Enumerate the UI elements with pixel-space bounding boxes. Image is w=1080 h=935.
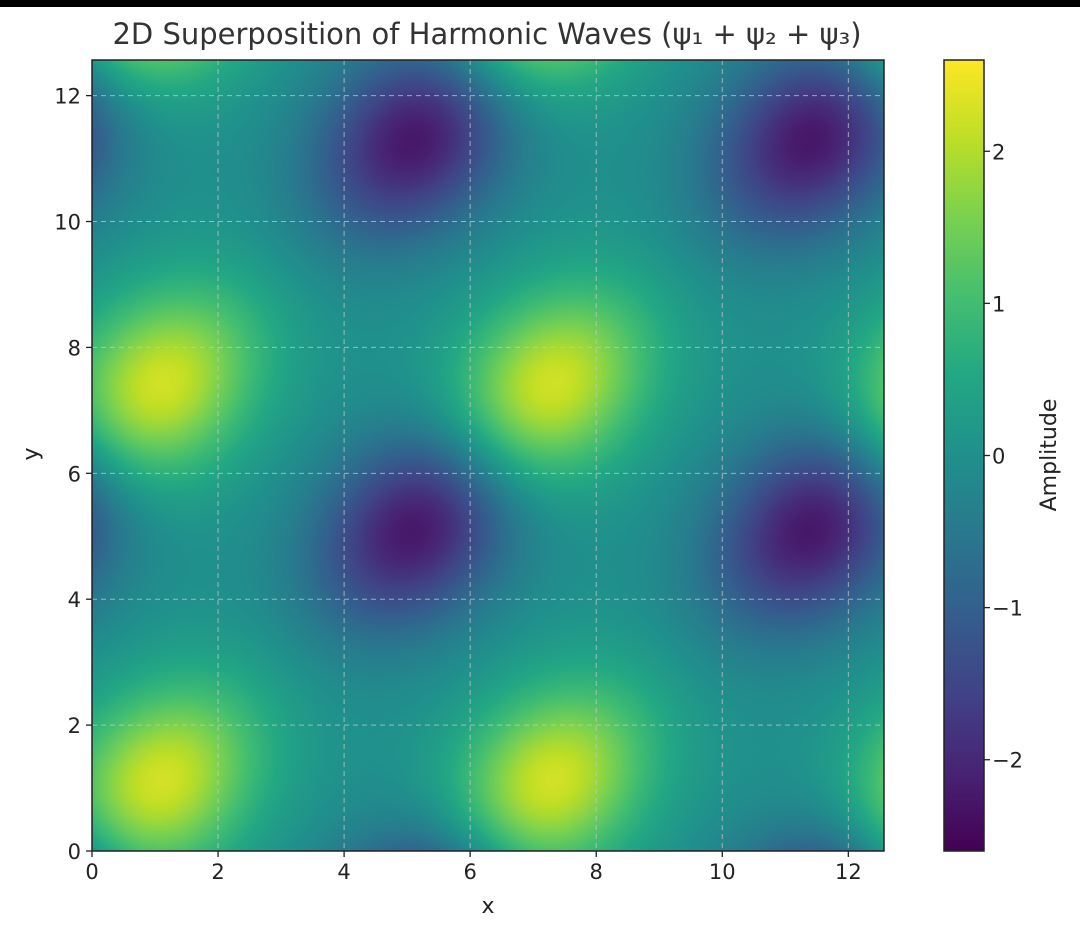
top-border [0, 0, 1080, 7]
y-tick-label-8: 8 [68, 336, 81, 360]
colorbar [944, 60, 984, 851]
x-tick-label-2: 2 [211, 860, 224, 884]
x-axis-label: x [481, 894, 494, 919]
colorbar-tick-label-2: 2 [992, 140, 1005, 164]
chart-title: 2D Superposition of Harmonic Waves (ψ₁ +… [112, 17, 861, 51]
x-tick-label-0: 0 [85, 860, 98, 884]
plot-frame [91, 59, 885, 852]
x-tick-label-4: 4 [337, 860, 350, 884]
x-axis: 0 2 4 6 8 10 12 [85, 851, 862, 884]
colorbar-axis: −2 −1 0 1 2 [984, 140, 1023, 773]
y-tick-label-6: 6 [68, 462, 81, 486]
y-tick-label-12: 12 [54, 85, 81, 109]
x-tick-label-12: 12 [835, 860, 862, 884]
colorbar-tick-label-0: 0 [992, 445, 1005, 469]
x-tick-label-6: 6 [463, 860, 476, 884]
colorbar-tick-label--2: −2 [992, 749, 1023, 773]
y-tick-label-4: 4 [68, 588, 81, 612]
y-tick-label-10: 10 [54, 211, 81, 235]
y-axis-label: y [19, 447, 44, 460]
y-tick-label-0: 0 [68, 840, 81, 864]
heatmap-plot-area [92, 60, 884, 851]
x-tick-label-8: 8 [590, 860, 603, 884]
colorbar-tick-label--1: −1 [992, 597, 1023, 621]
colorbar-tick-label-1: 1 [992, 292, 1005, 316]
colorbar-label: Amplitude [1037, 399, 1062, 512]
x-tick-label-10: 10 [709, 860, 736, 884]
y-tick-label-2: 2 [68, 714, 81, 738]
y-axis: 0 2 4 6 8 10 12 [54, 85, 92, 864]
